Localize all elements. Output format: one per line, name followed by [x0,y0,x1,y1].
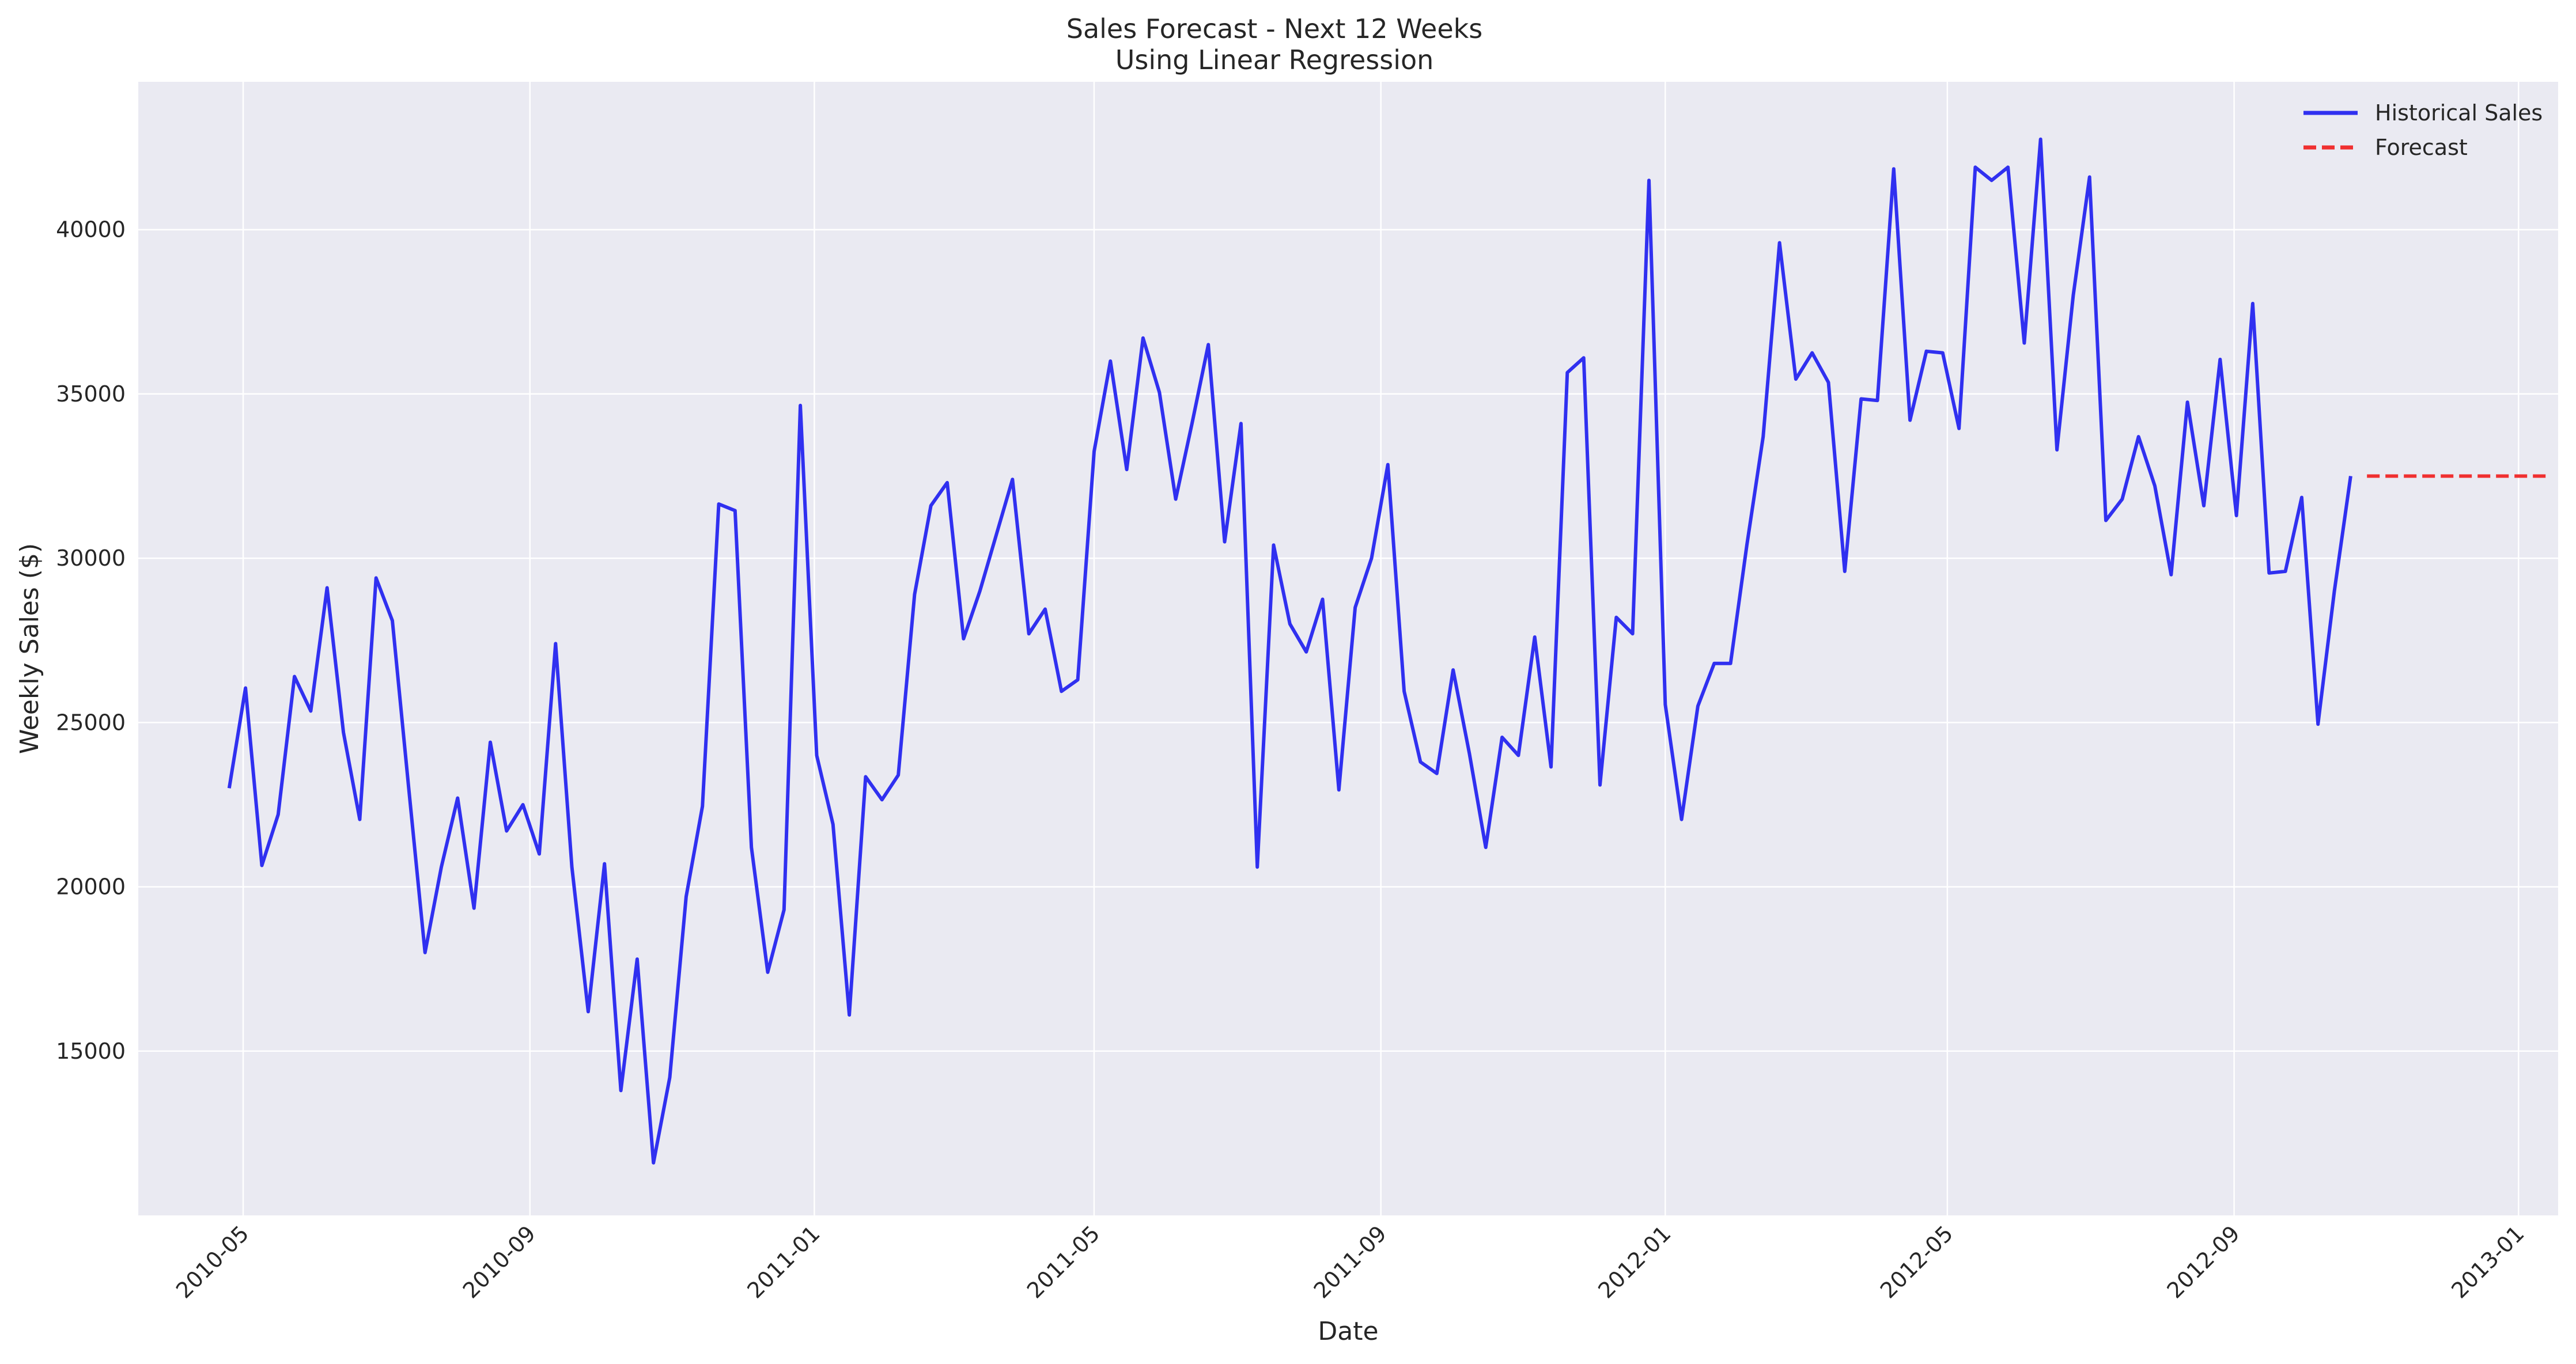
y-tick-label: 15000 [56,1039,126,1064]
x-tick-label: 2010-09 [458,1221,540,1303]
legend-label-forecast: Forecast [2375,135,2468,160]
y-axis-ticks: 15000 20000 25000 30000 35000 40000 [56,217,126,1064]
x-tick-label: 2011-05 [1022,1221,1104,1303]
y-tick-label: 35000 [56,381,126,407]
x-tick-label: 2012-05 [1875,1221,1958,1303]
x-gridlines [242,82,2520,1215]
x-tick-label: 2011-01 [742,1221,824,1303]
x-tick-label: 2010-05 [171,1221,254,1303]
x-axis-ticks: 2010-05 2010-09 2011-01 2011-05 2011-09 2012-… [171,1221,2529,1303]
x-tick-label: 2013-01 [2446,1221,2529,1303]
historical-sales-line [227,137,2352,1165]
y-tick-label: 25000 [56,710,126,735]
y-tick-label: 40000 [56,217,126,243]
y-axis-title: Weekly Sales ($) [15,543,44,754]
chart-title: Sales Forecast - Next 12 Weeks [1066,13,1482,44]
y-gridlines [138,229,2558,1052]
legend-label-historical: Historical Sales [2375,100,2543,126]
x-tick-label: 2012-09 [2162,1221,2245,1303]
x-tick-label: 2011-09 [1309,1221,1391,1303]
x-axis-title: Date [1318,1317,1378,1346]
y-tick-label: 30000 [56,545,126,571]
series-layer [227,137,2547,1165]
legend: Historical Sales Forecast [2303,100,2543,160]
chart-subtitle: Using Linear Regression [1115,44,1434,75]
x-tick-label: 2012-01 [1593,1221,1675,1303]
plot-area [138,82,2558,1215]
y-tick-label: 20000 [56,874,126,900]
